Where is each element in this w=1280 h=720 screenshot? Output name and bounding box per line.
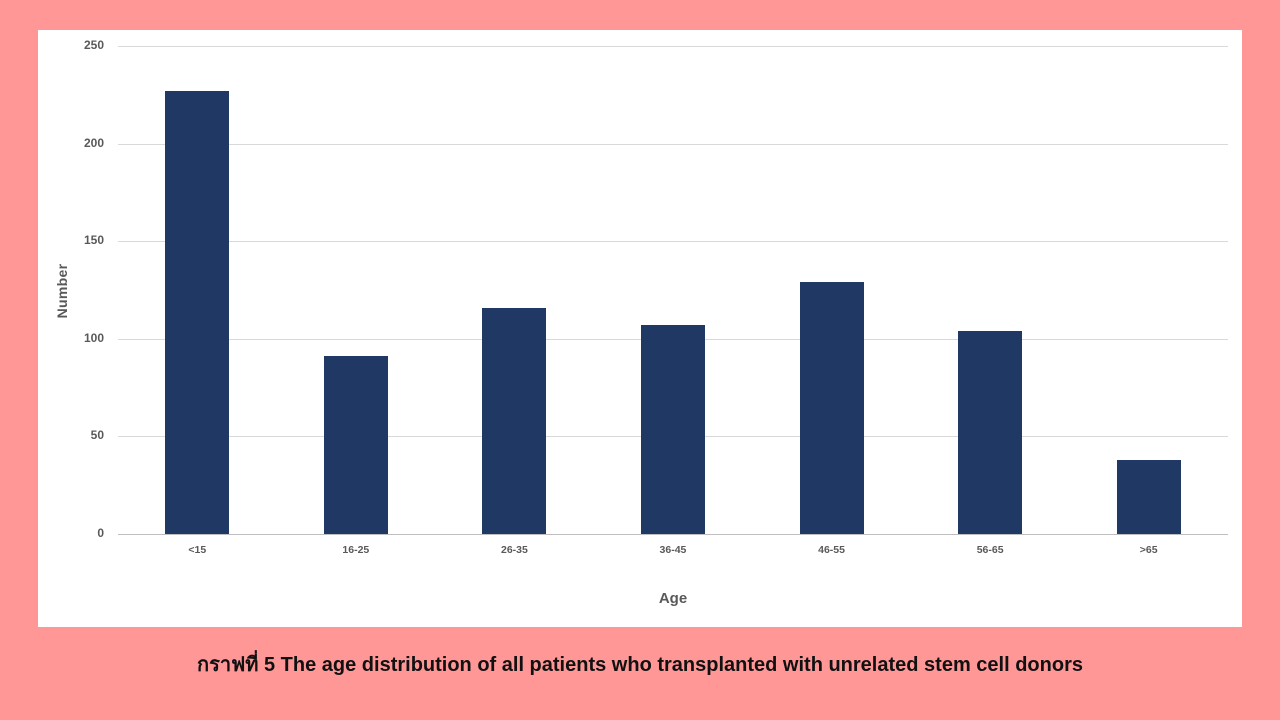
- bar: [1116, 459, 1181, 534]
- bar: [165, 90, 230, 534]
- bar: [641, 325, 705, 534]
- bar: [958, 331, 1023, 534]
- chart-caption: กราฟที่ 5 The age distribution of all pa…: [197, 654, 1083, 676]
- y-tick-label: 100: [83, 330, 104, 345]
- x-tick-label: 26-35: [500, 544, 528, 556]
- y-tick-label: 50: [90, 428, 104, 443]
- plot-area: 0 50 100 150 200 250 <15 16-25 26-35 36-45 46-55 56…: [84, 38, 1228, 556]
- x-axis-title: Age: [658, 590, 688, 607]
- x-tick-label: <15: [188, 544, 207, 556]
- bar: [323, 356, 388, 534]
- gridline: [118, 534, 1228, 535]
- y-tick-label: 150: [83, 233, 104, 248]
- gridline: [118, 46, 1228, 47]
- y-tick-label: 0: [97, 526, 104, 540]
- x-tick-label: >65: [1139, 544, 1158, 556]
- y-tick-label: 250: [83, 38, 104, 52]
- x-tick-label: 56-65: [976, 544, 1004, 556]
- bar: [482, 307, 547, 534]
- y-tick-label: 200: [83, 135, 104, 150]
- x-tick-label: 36-45: [659, 544, 687, 556]
- chart-panel: Number 0 50 100 150 200 250 <15 16-25 26-35 36-45…: [38, 30, 1242, 627]
- x-tick-label: 46-55: [818, 544, 845, 556]
- x-tick-label: 16-25: [342, 544, 370, 556]
- gridline: [118, 241, 1228, 243]
- gridline: [118, 143, 1228, 145]
- bar: [799, 282, 864, 534]
- y-axis-title: Number: [54, 263, 70, 319]
